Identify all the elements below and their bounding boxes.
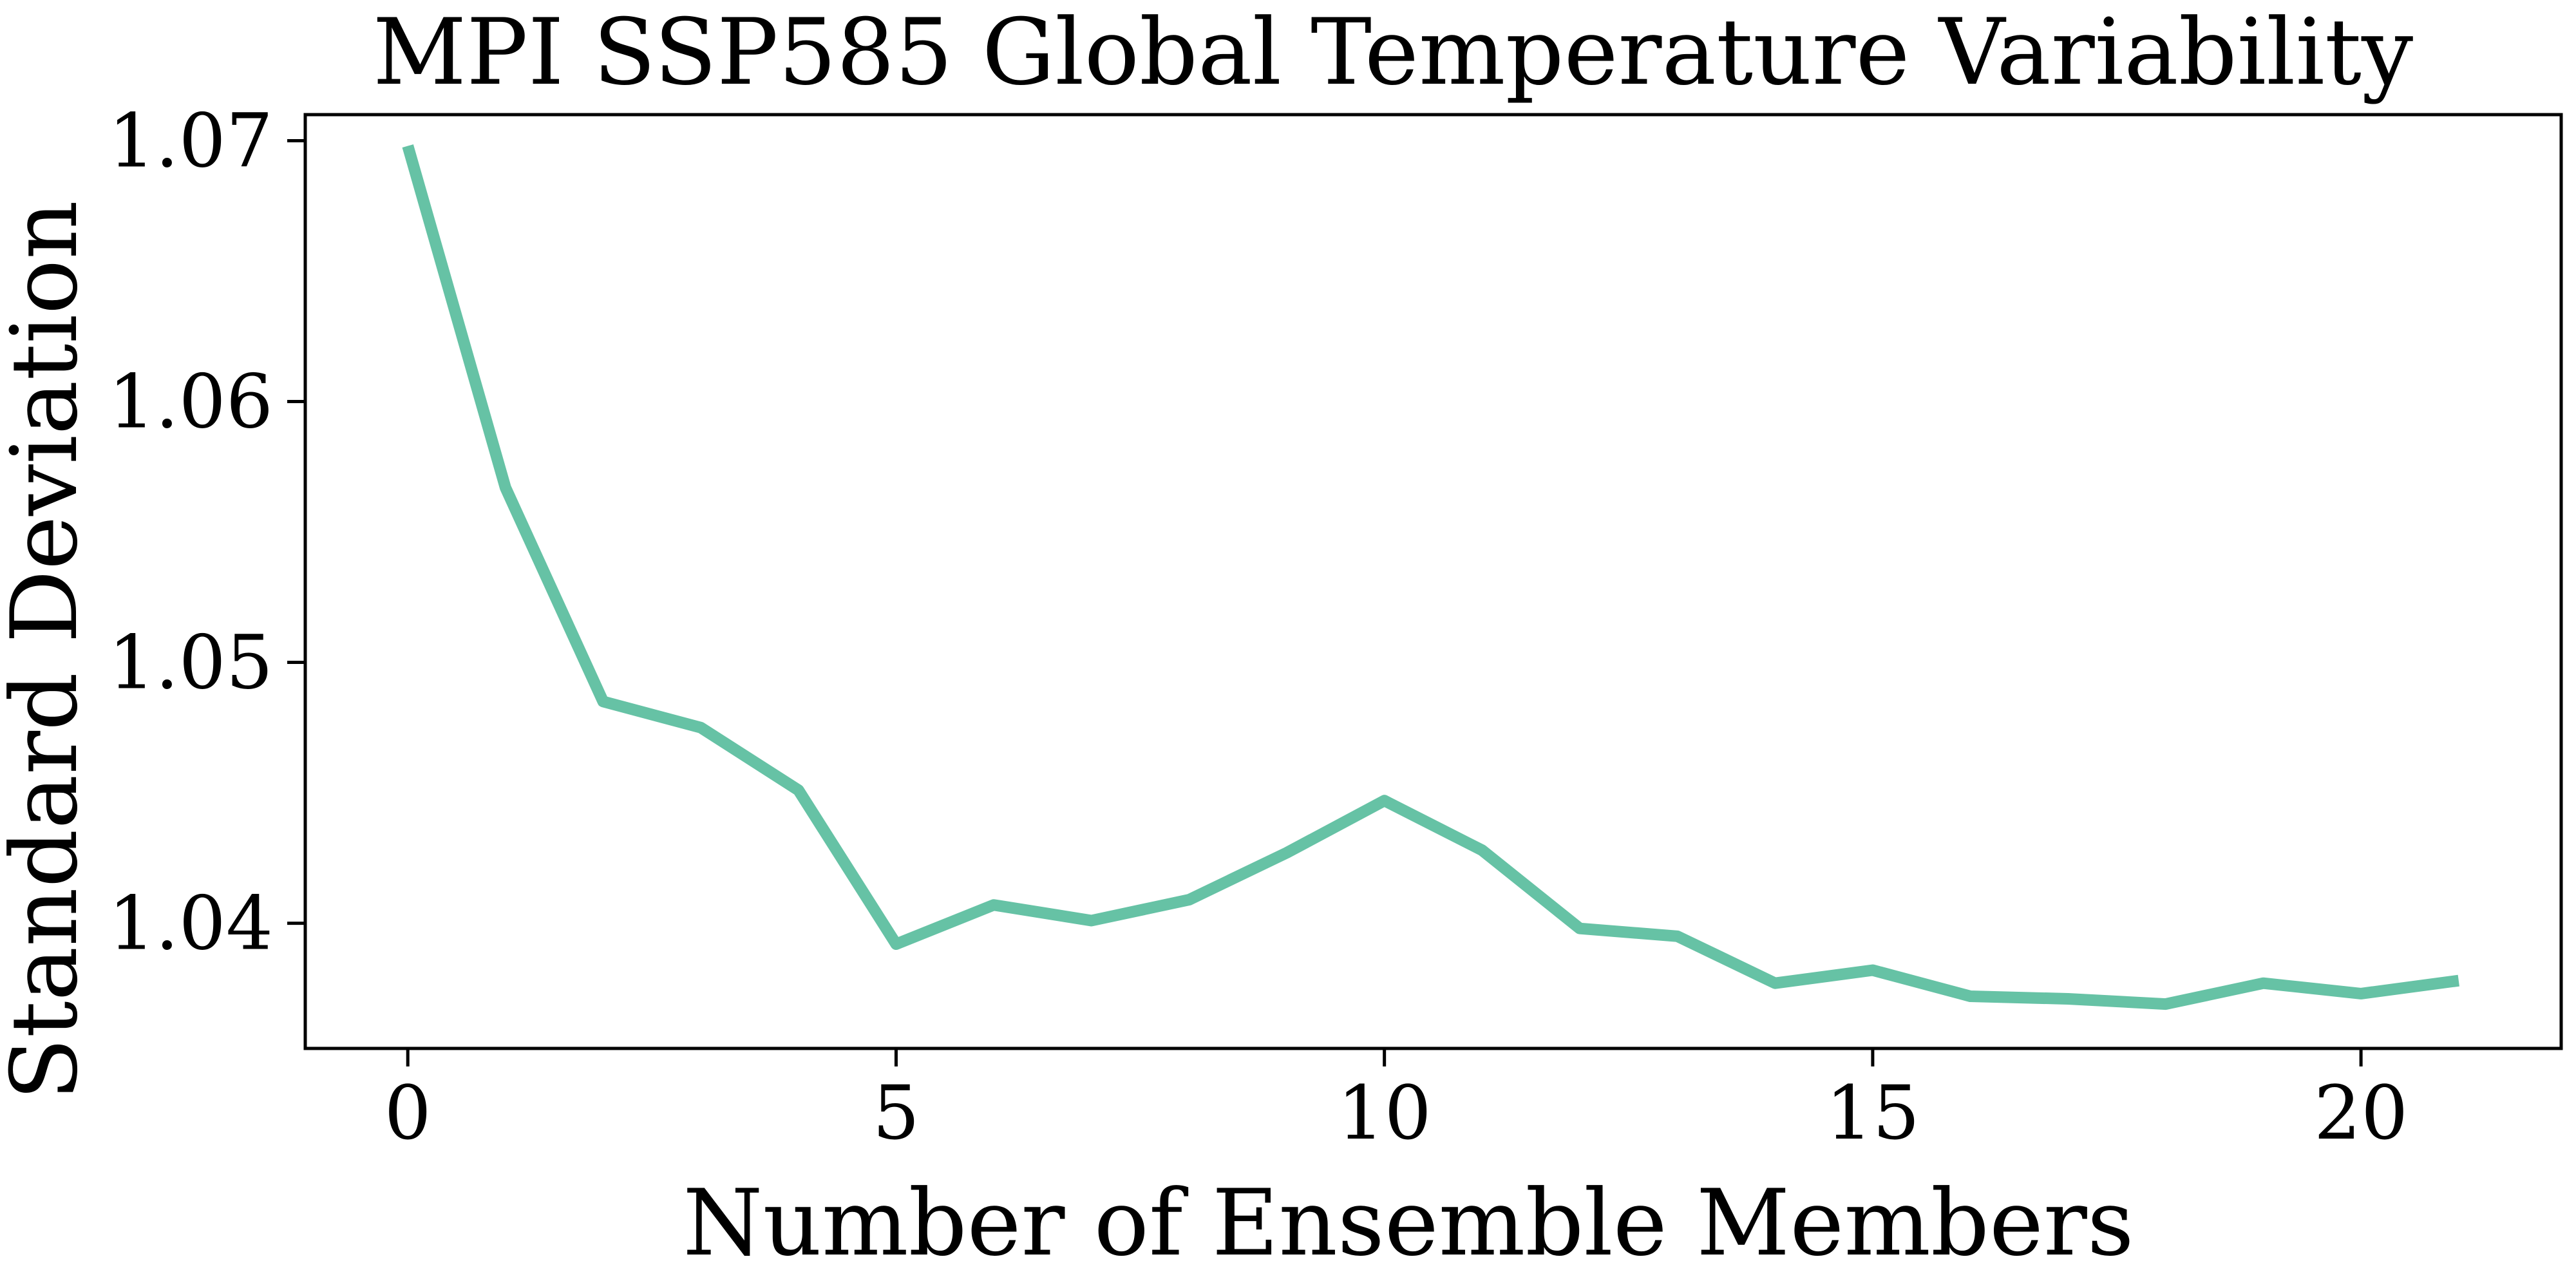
plot-area: 0 5 10 15 20 1.04 1.05 1.06 1.07 (108, 99, 2563, 1157)
x-tick-label: 15 (1826, 1070, 1920, 1157)
plot-frame (303, 113, 2563, 1050)
x-tick-label: 20 (2314, 1070, 2408, 1157)
y-tick-label: 1.05 (108, 620, 273, 706)
y-tick-label: 1.04 (108, 881, 273, 967)
x-tick-label: 5 (873, 1070, 920, 1157)
y-tick-label: 1.07 (108, 99, 273, 185)
y-axis-label: Standard Deviation (0, 200, 98, 1101)
y-tick-label: 1.06 (108, 359, 273, 446)
x-tick-label: 0 (384, 1070, 431, 1157)
series-line-0 (402, 144, 2459, 1010)
x-axis-label: Number of Ensemble Members (683, 1170, 2134, 1276)
chart-title: MPI SSP585 Global Temperature Variabilit… (373, 0, 2413, 106)
x-tick-label: 10 (1338, 1070, 1432, 1157)
